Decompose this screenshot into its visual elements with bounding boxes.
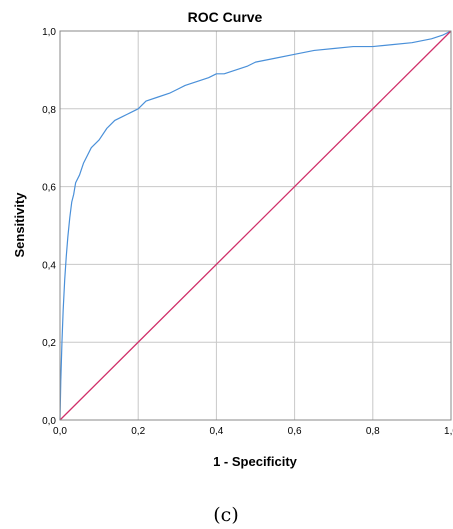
figure-caption: (c) [213, 504, 238, 526]
plot-frame [59, 30, 452, 421]
y-tick-label: 0,0 [42, 416, 56, 427]
tick-labels: 0,00,0 0,2 0,2 0,4 0,4 0,6 0,6 0,8 0,8 1,0 1,0 [42, 27, 453, 437]
y-tick-label: 0,6 [42, 183, 56, 194]
roc-curve-line [59, 30, 452, 421]
x-tick-label: 0,4 [209, 426, 223, 437]
x-tick-label: 0,0 [53, 426, 67, 437]
chart-title: ROC Curve [188, 9, 263, 25]
grid-lines [60, 31, 451, 420]
y-tick-label: 0,4 [42, 260, 56, 271]
x-tick-label: 0,8 [366, 426, 380, 437]
x-tick-label: 0,6 [288, 426, 302, 437]
x-axis-label: 1 - Specificity [213, 454, 298, 469]
y-tick-label: 0,2 [42, 338, 56, 349]
y-tick-label: 0,8 [42, 105, 56, 116]
y-axis-label: Sensitivity [12, 192, 27, 258]
reference-diagonal-line [59, 30, 452, 421]
x-tick-label: 1,0 [444, 426, 453, 437]
y-tick-label: 1,0 [42, 27, 56, 38]
series-lines [59, 30, 452, 421]
x-tick-label: 0,2 [131, 426, 145, 437]
